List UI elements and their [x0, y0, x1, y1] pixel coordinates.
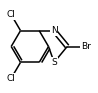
Text: Cl: Cl — [7, 74, 16, 83]
Text: N: N — [51, 26, 58, 35]
Text: S: S — [51, 58, 57, 67]
Text: Br: Br — [81, 42, 91, 51]
Text: Cl: Cl — [7, 10, 16, 19]
